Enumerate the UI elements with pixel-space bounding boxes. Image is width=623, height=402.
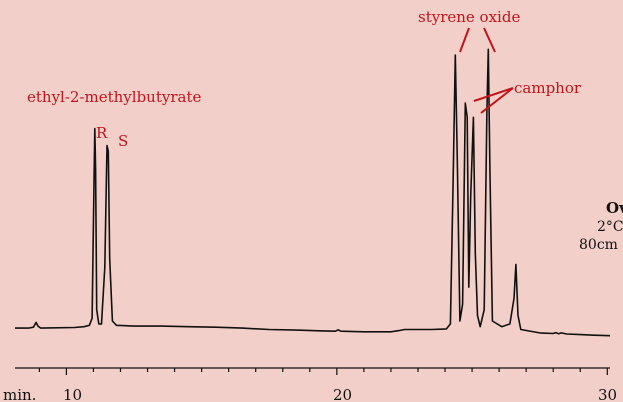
x-tick-label-10: 10 [63,386,82,402]
styrene-pointer-right [483,27,496,53]
annotation-styrene-oxide: styrene oxide [418,8,520,26]
x-axis-ticks [38,368,608,375]
oven-label: Ov [606,199,623,217]
annotation-ethyl-2-methylbutyrate: ethyl-2-methylbutyrate [27,88,201,106]
x-tick-label-30: 30 [598,386,617,402]
camphor-pointer-upper [473,87,514,102]
annotation-camphor: camphor [514,79,582,97]
column-length-label: 80cm [579,237,618,253]
styrene-pointer-left [459,27,470,53]
annotation-s-enantiomer: S [118,132,128,150]
x-axis-label: min. [3,386,36,402]
x-tick-label-20: 20 [333,386,352,402]
annotation-r-enantiomer: R [96,124,108,142]
ramp-rate-label: 2°C [597,219,623,235]
camphor-pointer-lower [480,87,514,114]
chromatogram-trace [15,48,611,337]
